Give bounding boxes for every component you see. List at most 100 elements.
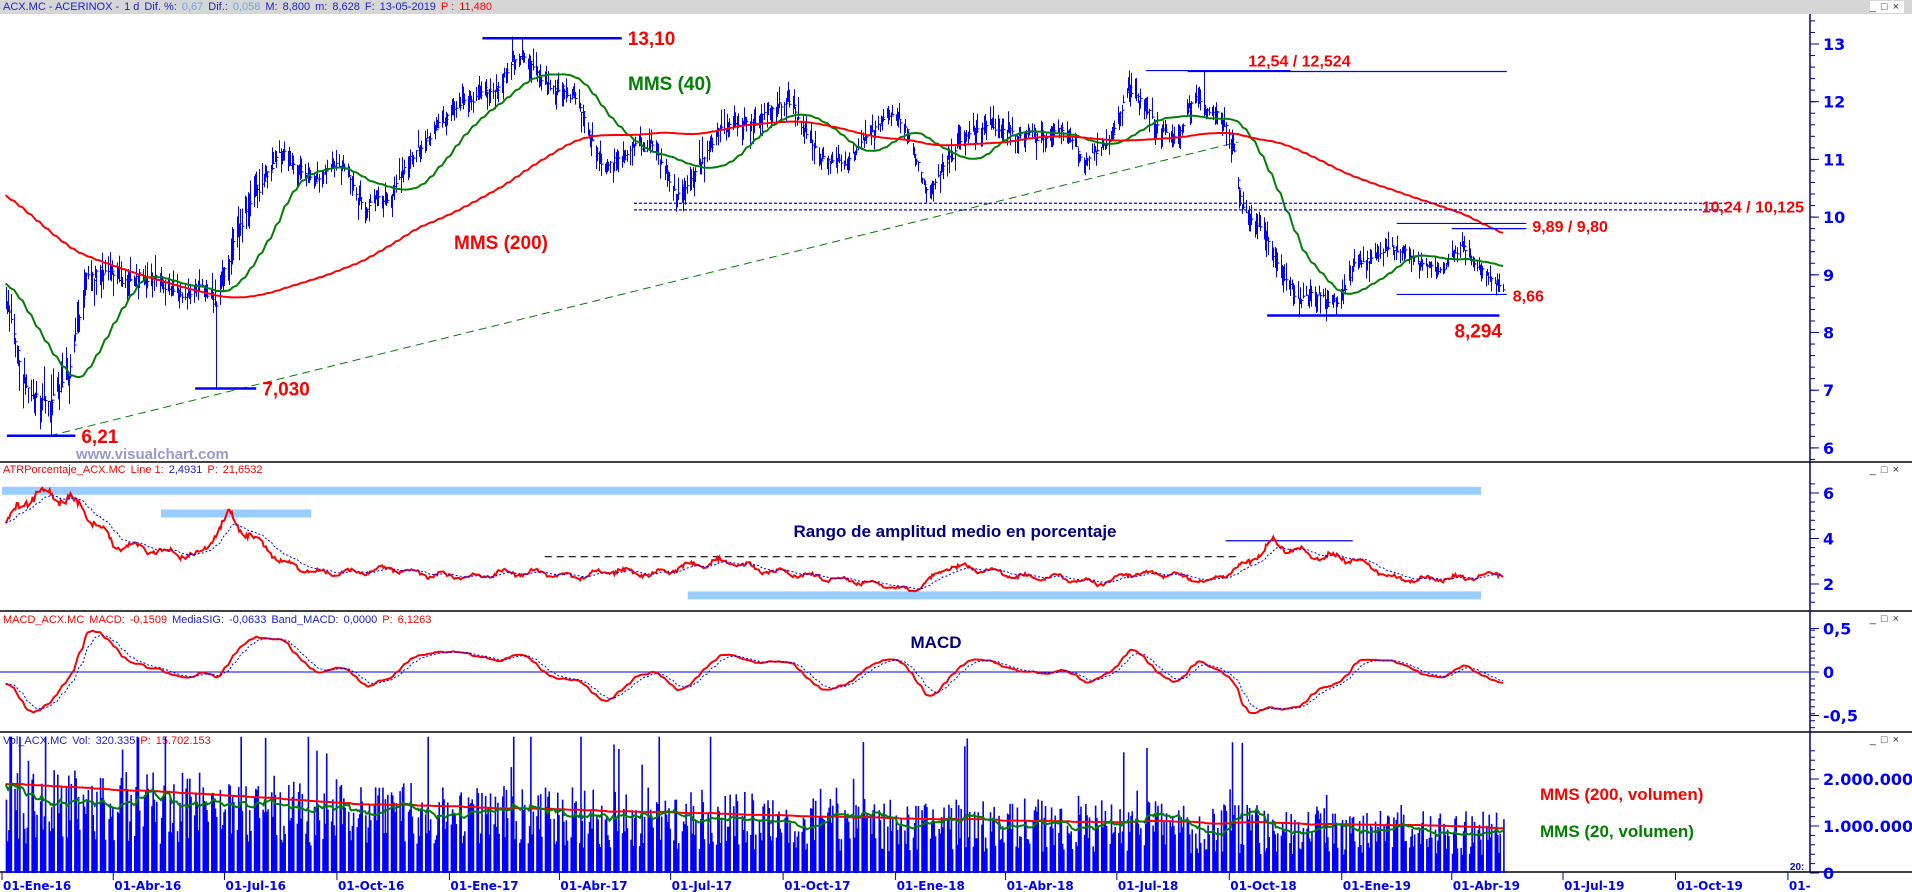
price-bar <box>421 140 424 160</box>
maximize-icon[interactable]: □ <box>1880 1 1893 13</box>
volume-bar <box>1241 742 1244 873</box>
volume-bar <box>836 803 839 873</box>
volume-bar <box>1430 837 1433 873</box>
volume-bar <box>917 805 920 873</box>
price-bar <box>1301 298 1304 309</box>
volume-bar <box>1186 817 1189 873</box>
price-bar <box>1109 134 1112 155</box>
volume-bar <box>1388 816 1390 873</box>
volume-bar <box>677 843 680 873</box>
volume-bar <box>477 792 480 873</box>
volume-bar <box>256 790 258 873</box>
price-bar <box>326 167 329 184</box>
date-axis-year-label: 20: <box>1790 862 1804 873</box>
price-bar <box>591 137 594 157</box>
volume-bar <box>1054 815 1057 873</box>
volume-bar <box>437 815 439 873</box>
close-icon[interactable]: × <box>1892 1 1904 13</box>
minimize-icon[interactable]: _ <box>1869 464 1881 476</box>
volume-bar <box>163 785 165 873</box>
volume-bar <box>1220 810 1223 873</box>
volume-bar <box>520 839 522 873</box>
volume-bar <box>99 777 102 873</box>
volume-bar <box>866 813 868 873</box>
volume-panel-header: Vol_ACX.MC Vol: 320.335 P: 15.702.153 <box>3 735 216 748</box>
maximize-icon[interactable]: □ <box>1880 734 1893 746</box>
volume-bar <box>266 811 268 873</box>
price-tick-label: 11 <box>1823 150 1845 169</box>
volume-bar <box>1308 838 1311 873</box>
volume-bar <box>692 806 695 873</box>
mms200-label: MMS (200) <box>454 233 548 254</box>
volume-bar <box>1386 815 1389 873</box>
price-bar <box>1078 147 1081 167</box>
volume-bar <box>906 806 909 873</box>
macd-panel-header: MACD_ACX.MC MACD: -0,1509 MediaSIG: -0,0633 B… <box>3 614 436 627</box>
volume-bar <box>805 849 807 873</box>
volume-bar <box>624 831 626 873</box>
volume-bar <box>69 820 71 873</box>
volume-bar <box>168 831 170 873</box>
volume-bar <box>999 839 1002 873</box>
price-bar <box>305 163 308 179</box>
price-bar <box>207 284 210 299</box>
price-bar <box>69 376 72 405</box>
volume-bar <box>1025 820 1027 873</box>
minimize-icon[interactable]: _ <box>1869 1 1881 13</box>
volume-bar <box>1371 827 1373 873</box>
volume-bar <box>949 829 951 873</box>
volume-bar <box>204 803 207 873</box>
price-tick-label: 6 <box>1823 439 1834 458</box>
date-tick-label: 01-Ene-18 <box>897 879 965 892</box>
volume-bar <box>377 795 379 873</box>
price-bar <box>1114 120 1117 134</box>
volume-bar <box>964 746 966 873</box>
price-bar <box>369 198 372 222</box>
volume-bar <box>1174 834 1176 873</box>
volume-bar <box>819 788 822 873</box>
volume-bar <box>641 764 643 873</box>
volume-bar <box>322 839 324 873</box>
volume-bar <box>649 809 652 873</box>
price-bar <box>1345 284 1348 294</box>
volume-bar <box>1135 818 1137 873</box>
vol-label: Vol: <box>72 735 91 747</box>
volume-bar <box>506 818 509 873</box>
volume-bar <box>1221 851 1224 873</box>
volume-bar <box>1019 836 1021 873</box>
close-icon[interactable]: × <box>1892 613 1904 625</box>
volume-bar <box>179 802 181 873</box>
maximize-icon[interactable]: □ <box>1880 613 1893 625</box>
volume-bar <box>476 788 478 873</box>
volume-bar <box>521 789 524 873</box>
volume-bar <box>660 816 663 873</box>
price-bar <box>456 101 459 118</box>
volume-bar <box>796 836 799 873</box>
price-bar <box>721 109 724 131</box>
volume-bar <box>60 786 63 873</box>
close-icon[interactable]: × <box>1892 734 1904 746</box>
volume-bar <box>726 826 729 873</box>
volume-bar <box>145 791 147 873</box>
maximize-icon[interactable]: □ <box>1880 464 1893 476</box>
volume-bar <box>1284 832 1286 873</box>
volume-bar <box>382 787 384 873</box>
volume-bar <box>196 801 198 873</box>
macd-tick-label: -0,5 <box>1823 707 1858 726</box>
volume-bar <box>993 806 995 873</box>
volume-bar <box>489 793 492 873</box>
volume-bar <box>1268 837 1271 873</box>
volume-bar <box>26 827 29 873</box>
close-icon[interactable]: × <box>1892 464 1904 476</box>
volume-bar <box>907 814 910 873</box>
volume-bar <box>42 829 44 873</box>
price-bar <box>781 103 784 120</box>
price-bar <box>315 176 318 187</box>
volume-bar <box>1334 813 1337 873</box>
volume-bar <box>810 808 812 873</box>
volume-bar <box>992 817 994 873</box>
volume-bar <box>1368 847 1371 873</box>
minimize-icon[interactable]: _ <box>1869 734 1881 746</box>
volume-bar <box>176 831 179 873</box>
minimize-icon[interactable]: _ <box>1869 613 1881 625</box>
